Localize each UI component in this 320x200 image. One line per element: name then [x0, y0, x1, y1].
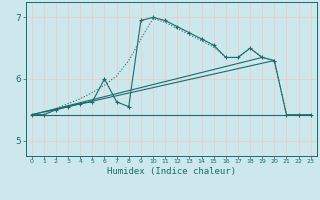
- X-axis label: Humidex (Indice chaleur): Humidex (Indice chaleur): [107, 167, 236, 176]
